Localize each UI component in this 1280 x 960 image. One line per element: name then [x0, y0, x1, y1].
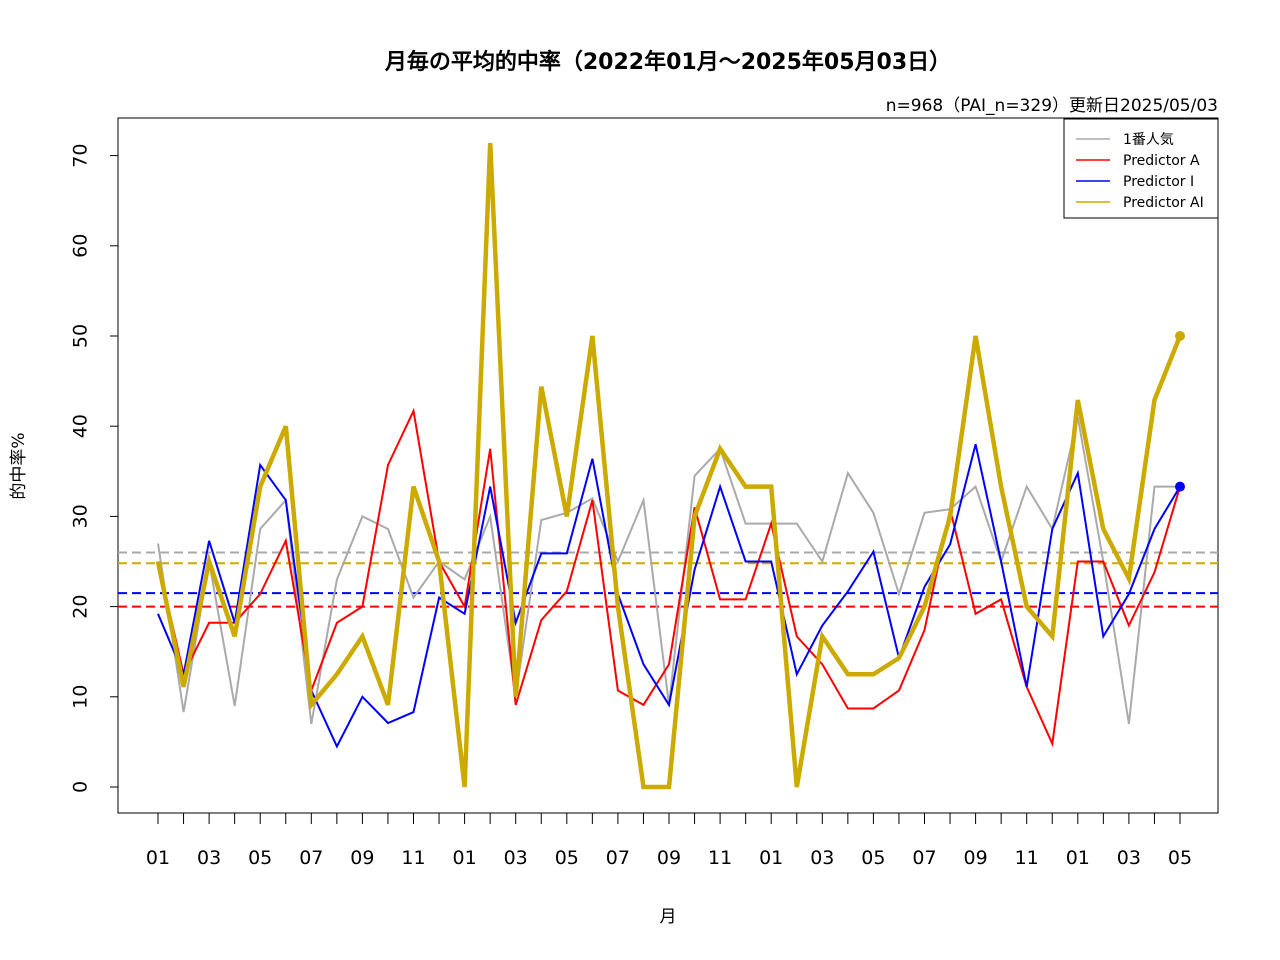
- series-line: [157, 443, 1181, 749]
- series-endpoint-point: [1175, 331, 1185, 341]
- legend-label: Predictor I: [1123, 174, 1194, 190]
- x-tick-label: 05: [1168, 847, 1192, 869]
- x-tick-label: 03: [197, 847, 221, 869]
- x-tick-label: 07: [606, 847, 630, 869]
- y-axis: 0 10 20 30 40 50 60 70: [70, 144, 119, 793]
- x-tick-label: 01: [453, 847, 477, 869]
- series-line: [157, 407, 1181, 748]
- y-tick-label: 30: [70, 504, 92, 528]
- y-tick-label: 50: [70, 324, 92, 348]
- x-tick-label: 03: [810, 847, 834, 869]
- legend-label: 1番人気: [1123, 132, 1174, 148]
- x-tick-label: 11: [708, 847, 732, 869]
- x-tick-label: 07: [912, 847, 936, 869]
- y-tick-label: 0: [70, 781, 92, 793]
- legend-label: Predictor AI: [1123, 195, 1204, 211]
- x-tick-label: 09: [964, 847, 988, 869]
- legend: 1番人気 Predictor A Predictor I Predictor AI: [1063, 118, 1219, 219]
- x-tick-label: 09: [657, 847, 681, 869]
- chart-subtitle: n=968（PAI_n=329）更新日2025/05/03: [886, 96, 1218, 116]
- y-tick-label: 60: [70, 234, 92, 258]
- x-tick-label: 05: [555, 847, 579, 869]
- x-tick-label: 05: [861, 847, 885, 869]
- x-tick-label: 01: [759, 847, 783, 869]
- x-tick-label: 01: [146, 847, 170, 869]
- x-axis-title: 月: [660, 907, 677, 927]
- x-tick-label: 05: [248, 847, 272, 869]
- series-layer: [155, 142, 1185, 790]
- chart-title: 月毎の平均的中率（2022年01月～2025年05月03日）: [384, 49, 951, 75]
- series-endpoint-point: [1175, 481, 1185, 492]
- y-tick-label: 20: [70, 595, 92, 619]
- y-axis-title: 的中率%: [9, 432, 29, 499]
- x-tick-label: 01: [1066, 847, 1090, 869]
- x-tick-label: 07: [299, 847, 323, 869]
- legend-label: Predictor A: [1123, 153, 1200, 169]
- y-tick-label: 70: [70, 144, 92, 168]
- x-tick-label: 11: [401, 847, 425, 869]
- x-axis: 01 03 05 07 09 11 01 03 05 07 09 11 01 03 05 07 09 11 01 03…: [146, 812, 1192, 869]
- series-line: [155, 142, 1183, 790]
- x-tick-label: 11: [1015, 847, 1039, 869]
- x-tick-label: 03: [1117, 847, 1141, 869]
- x-tick-label: 09: [350, 847, 374, 869]
- y-tick-label: 10: [70, 685, 92, 709]
- y-tick-label: 40: [70, 414, 92, 438]
- x-tick-label: 03: [504, 847, 528, 869]
